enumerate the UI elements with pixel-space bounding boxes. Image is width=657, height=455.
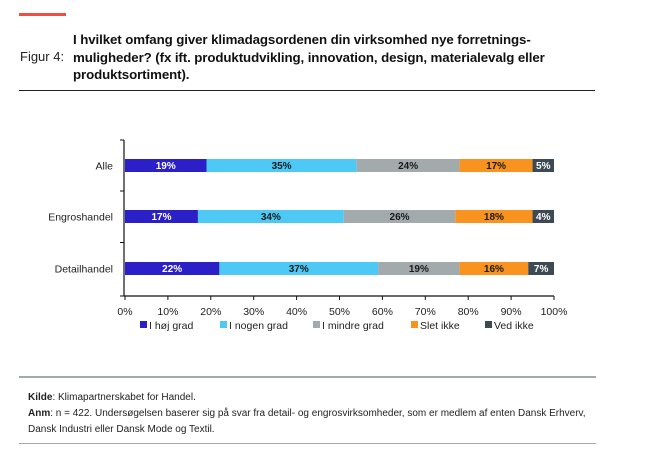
- x-tick-label: 10%: [157, 306, 178, 318]
- legend-label: Ved ikke: [494, 320, 534, 332]
- figure-label: Figur 4:: [20, 49, 65, 64]
- axes: [120, 139, 555, 300]
- legend-label: I høj grad: [149, 320, 194, 332]
- x-tick-labels: 0% 10% 20% 30% 40% 50% 60% 70% 80% 90% 100%: [117, 306, 567, 318]
- bar-value-label: 37%: [289, 264, 309, 275]
- legend: I høj grad I nogen grad I mindre grad Slet …: [140, 320, 534, 332]
- category-labels: Alle Engroshandel Detailhandel: [48, 161, 113, 276]
- bar-segment: [528, 262, 554, 275]
- source-label: Kilde: [28, 392, 53, 403]
- bar-value-label: 22%: [162, 264, 182, 275]
- x-tick-label: 90%: [501, 306, 522, 318]
- bar-segment: [219, 262, 379, 275]
- legend-label: I nogen grad: [229, 320, 288, 332]
- legend-swatch: [485, 321, 492, 328]
- bar-value-label: 17%: [486, 161, 506, 172]
- x-tick-label: 50%: [329, 306, 350, 318]
- footer-divider-bottom: [19, 443, 596, 444]
- bar-segment: [343, 210, 456, 223]
- bar-segment: [455, 210, 533, 223]
- legend-swatch: [220, 321, 227, 328]
- source-text: : Klimapartnerskabet for Handel.: [52, 392, 196, 403]
- category-label: Alle: [95, 161, 113, 173]
- x-tick-label: 100%: [541, 306, 568, 318]
- note-text: : n = 422. Undersøgelsen baserer sig på …: [28, 408, 586, 435]
- bar-segment: [197, 210, 344, 223]
- bar-value-label: 19%: [409, 264, 429, 275]
- footer: Kilde: Klimapartnerskabet for Handel. An…: [28, 390, 598, 438]
- bar-value-label: 26%: [390, 212, 410, 223]
- x-tick-label: 0%: [117, 306, 132, 318]
- bar-value-label: 7%: [534, 264, 549, 275]
- bar-segment: [459, 159, 533, 172]
- legend-swatch: [140, 321, 147, 328]
- accent-line: [19, 13, 66, 16]
- bar-segment: [532, 159, 554, 172]
- bar-value-label: 18%: [484, 212, 504, 223]
- bar-segment: [356, 159, 460, 172]
- note-label: Anm: [28, 408, 51, 419]
- x-tick-label: 80%: [458, 306, 479, 318]
- x-tick-label: 30%: [243, 306, 264, 318]
- bar-segment: [459, 262, 529, 275]
- bar-value-label: 35%: [272, 161, 292, 172]
- bar-value-label: 17%: [151, 212, 171, 223]
- bar-value-label: 5%: [536, 161, 551, 172]
- bar-segment: [532, 210, 554, 223]
- title-divider: [19, 90, 595, 91]
- category-label: Engroshandel: [48, 212, 113, 224]
- x-tick-label: 60%: [372, 306, 393, 318]
- bar-segment: [125, 210, 198, 223]
- bar-value-label: 34%: [261, 212, 281, 223]
- footer-divider-top: [19, 376, 596, 378]
- bar-segment: [206, 159, 357, 172]
- legend-swatch: [411, 321, 418, 328]
- x-tick-label: 20%: [200, 306, 221, 318]
- figure-title: I hvilket omfang giver klimadagsordenen …: [73, 32, 545, 82]
- note-line: Anm: n = 422. Undersøgelsen baserer sig …: [28, 406, 598, 438]
- bar-value-label: 16%: [484, 264, 504, 275]
- bar-value-label: 19%: [156, 161, 176, 172]
- bar-segment: [125, 159, 207, 172]
- bars: 19% 35% 24% 17% 5% 17% 34% 26% 18% 4% 22% 37% 19% 16%…: [125, 159, 554, 275]
- bar-value-label: 24%: [398, 161, 418, 172]
- legend-label: I mindre grad: [322, 320, 384, 332]
- bar-segment: [378, 262, 460, 275]
- category-label: Detailhandel: [55, 264, 113, 276]
- legend-swatch: [313, 321, 320, 328]
- bar-value-label: 4%: [536, 212, 551, 223]
- legend-label: Slet ikke: [420, 320, 460, 332]
- stacked-bar-chart: 19% 35% 24% 17% 5% 17% 34% 26% 18% 4% 22% 37% 19% 16%…: [48, 139, 567, 332]
- source-line: Kilde: Klimapartnerskabet for Handel.: [28, 390, 598, 406]
- bar-segment: [125, 262, 220, 275]
- x-tick-label: 70%: [415, 306, 436, 318]
- x-tick-label: 40%: [286, 306, 307, 318]
